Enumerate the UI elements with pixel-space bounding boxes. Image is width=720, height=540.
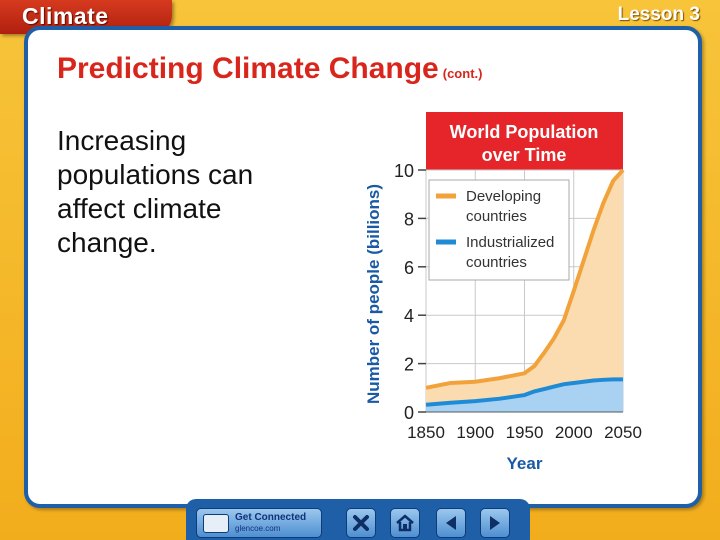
x-tick-label: 2000 <box>555 423 593 442</box>
y-tick-label: 4 <box>404 306 414 326</box>
developing-line <box>425 168 625 390</box>
x-tick-label: 1850 <box>407 423 445 442</box>
y-tick-label: 0 <box>404 403 414 423</box>
close-icon <box>353 515 369 531</box>
y-tick-label: 6 <box>404 258 414 278</box>
legend-label-line-2: countries <box>466 208 527 225</box>
x-tick-label: 1900 <box>456 423 494 442</box>
legend-label-line-1: Developing <box>466 188 541 205</box>
previous-button[interactable] <box>436 508 466 538</box>
x-axis-label: Year <box>507 454 543 473</box>
next-arrow-icon <box>490 516 500 530</box>
previous-arrow-icon <box>446 516 456 530</box>
legend-label-line-2: countries <box>466 254 527 271</box>
get-connected-url: glencoe.com <box>235 524 281 533</box>
close-button[interactable] <box>346 508 376 538</box>
y-tick-label: 10 <box>394 161 414 181</box>
x-tick-label: 2050 <box>604 423 642 442</box>
legend-label-line-1: Industrialized <box>466 234 554 251</box>
y-tick-label: 2 <box>404 355 414 375</box>
home-icon <box>396 514 414 532</box>
home-button[interactable] <box>390 508 420 538</box>
y-axis-label: Number of people (billions) <box>364 184 383 404</box>
get-connected-label: Get Connected <box>235 512 307 523</box>
chart-title-line-1: World Population <box>450 122 599 142</box>
slide-body-text: Increasing populations can affect climat… <box>57 125 254 258</box>
lesson-label: Lesson 3 <box>617 4 700 25</box>
slide-title-text: Predicting Climate Change <box>57 52 439 85</box>
population-chart: World Population over Time 0 2 4 6 8 10 1850 1900… <box>364 112 642 473</box>
next-button[interactable] <box>480 508 510 538</box>
chapter-title: Climate <box>22 3 109 29</box>
x-tick-label: 1950 <box>506 423 544 442</box>
chart-title-line-2: over Time <box>482 145 567 165</box>
computer-icon <box>203 514 229 533</box>
y-tick-label: 8 <box>404 209 414 229</box>
slide-title-suffix: (cont.) <box>442 66 483 81</box>
developing-area <box>426 170 623 405</box>
chart-title-banner <box>426 112 623 170</box>
slide-title: Predicting Climate Change (cont.) <box>57 52 482 86</box>
industrialized-line <box>425 377 623 407</box>
get-connected-button[interactable]: Get Connected glencoe.com <box>196 508 322 538</box>
